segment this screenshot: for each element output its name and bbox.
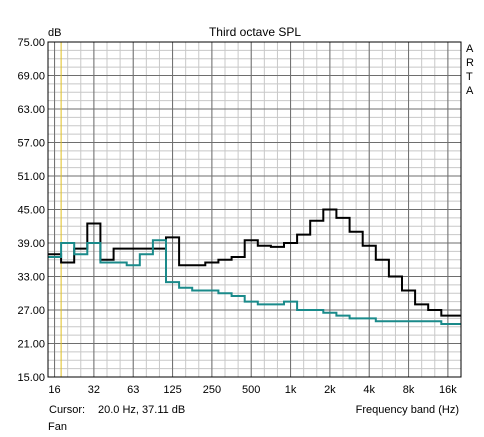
x-tick-label: 4k [363, 384, 375, 396]
x-tick-label: 16k [439, 384, 457, 396]
x-tick-label: 8k [403, 384, 415, 396]
channel-name: Fan [48, 421, 67, 433]
x-tick-label: 2k [324, 384, 336, 396]
arta-letter-4: A [466, 85, 474, 97]
x-tick-label: 32 [88, 384, 100, 396]
x-tick-label: 250 [203, 384, 221, 396]
chart-title: Third octave SPL [209, 25, 301, 39]
y-tick-label: 75.00 [17, 37, 45, 49]
y-tick-label: 39.00 [17, 238, 45, 250]
y-axis-unit: dB [48, 27, 61, 39]
x-tick-label: 1k [285, 384, 297, 396]
y-tick-label: 69.00 [17, 71, 45, 83]
x-axis-label: Frequency band (Hz) [356, 404, 459, 416]
arta-letter-3: T [466, 71, 473, 83]
y-tick-label: 27.00 [17, 305, 45, 317]
y-tick-label: 21.00 [17, 339, 45, 351]
x-tick-label: 63 [127, 384, 139, 396]
cursor-label: Cursor: [49, 404, 85, 416]
arta-letter-1: A [466, 43, 474, 55]
series-1-line [48, 208, 461, 317]
x-tick-label: 125 [163, 384, 181, 396]
y-tick-label: 63.00 [17, 104, 45, 116]
series-2-line [48, 239, 461, 325]
y-tick-label: 45.00 [17, 205, 45, 217]
y-tick-labels: 75.00 69.00 63.00 57.00 51.00 45.00 39.00 33.00… [17, 37, 45, 384]
y-tick-label: 15.00 [17, 372, 45, 384]
y-tick-label: 33.00 [17, 272, 45, 284]
x-tick-labels: 16 32 63 125 250 500 1k 2k 4k 8k 16k [48, 384, 457, 396]
y-tick-label: 51.00 [17, 171, 45, 183]
x-tick-label: 500 [242, 384, 260, 396]
arta-letter-2: R [466, 57, 474, 69]
x-tick-label: 16 [48, 384, 60, 396]
cursor-readout: 20.0 Hz, 37.11 dB [98, 404, 185, 416]
plot-frame [47, 41, 462, 378]
y-tick-label: 57.00 [17, 138, 45, 150]
series-layer [48, 208, 461, 325]
